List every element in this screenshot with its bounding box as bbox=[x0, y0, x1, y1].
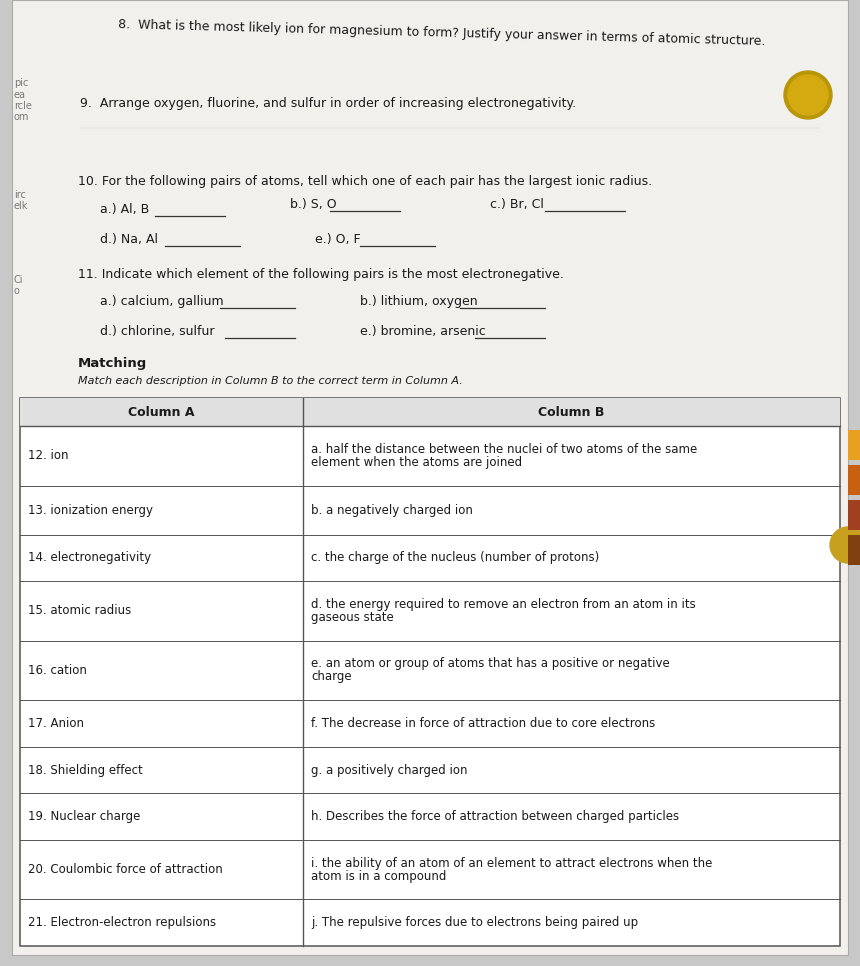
Text: h. Describes the force of attraction between charged particles: h. Describes the force of attraction bet… bbox=[311, 810, 679, 823]
Text: Column B: Column B bbox=[538, 406, 605, 418]
Text: 12. ion: 12. ion bbox=[28, 449, 69, 463]
Bar bbox=[848, 535, 860, 565]
Text: 11. Indicate which element of the following pairs is the most electronegative.: 11. Indicate which element of the follow… bbox=[78, 268, 564, 281]
Text: 9.  Arrange oxygen, fluorine, and sulfur in order of increasing electronegativit: 9. Arrange oxygen, fluorine, and sulfur … bbox=[80, 97, 576, 110]
Text: ea: ea bbox=[14, 90, 26, 100]
Text: b.) lithium, oxygen: b.) lithium, oxygen bbox=[360, 295, 477, 308]
Text: o: o bbox=[14, 286, 20, 296]
Text: elk: elk bbox=[14, 201, 28, 211]
Text: irc: irc bbox=[14, 190, 26, 200]
Circle shape bbox=[830, 527, 860, 563]
Text: Matching: Matching bbox=[78, 357, 147, 370]
Text: 19. Nuclear charge: 19. Nuclear charge bbox=[28, 810, 140, 823]
Text: d.) chlorine, sulfur: d.) chlorine, sulfur bbox=[100, 325, 214, 338]
Text: 18. Shielding effect: 18. Shielding effect bbox=[28, 763, 143, 777]
Text: a.) calcium, gallium: a.) calcium, gallium bbox=[100, 295, 224, 308]
Bar bbox=[20, 398, 303, 426]
Bar bbox=[303, 398, 840, 426]
Text: 14. electronegativity: 14. electronegativity bbox=[28, 552, 151, 564]
Text: c. the charge of the nucleus (number of protons): c. the charge of the nucleus (number of … bbox=[311, 552, 599, 564]
Text: g. a positively charged ion: g. a positively charged ion bbox=[311, 763, 468, 777]
Text: e.) O, F: e.) O, F bbox=[315, 233, 360, 246]
Text: element when the atoms are joined: element when the atoms are joined bbox=[311, 456, 522, 469]
Text: a.) Al, B: a.) Al, B bbox=[100, 203, 150, 216]
Text: 21. Electron-electron repulsions: 21. Electron-electron repulsions bbox=[28, 916, 216, 929]
Text: Ci: Ci bbox=[14, 275, 23, 285]
Bar bbox=[848, 465, 860, 495]
Circle shape bbox=[788, 75, 828, 115]
Circle shape bbox=[784, 71, 832, 119]
Text: j. The repulsive forces due to electrons being paired up: j. The repulsive forces due to electrons… bbox=[311, 916, 638, 929]
Text: d.) Na, Al: d.) Na, Al bbox=[100, 233, 158, 246]
Text: pic: pic bbox=[14, 78, 28, 88]
Bar bbox=[848, 500, 860, 530]
Text: b.) S, O: b.) S, O bbox=[290, 198, 336, 211]
Text: atom is in a compound: atom is in a compound bbox=[311, 869, 446, 883]
Bar bbox=[848, 430, 860, 460]
Text: om: om bbox=[14, 112, 29, 122]
Text: 13. ionization energy: 13. ionization energy bbox=[28, 503, 153, 517]
Bar bbox=[20, 398, 840, 946]
Text: charge: charge bbox=[311, 670, 352, 684]
Text: i. the ability of an atom of an element to attract electrons when the: i. the ability of an atom of an element … bbox=[311, 857, 712, 869]
Text: d. the energy required to remove an electron from an atom in its: d. the energy required to remove an elec… bbox=[311, 598, 696, 611]
Text: 16. cation: 16. cation bbox=[28, 664, 87, 677]
Text: 17. Anion: 17. Anion bbox=[28, 717, 84, 730]
Text: gaseous state: gaseous state bbox=[311, 611, 394, 624]
Text: 10. For the following pairs of atoms, tell which one of each pair has the larges: 10. For the following pairs of atoms, te… bbox=[78, 175, 652, 188]
Text: Match each description in Column B to the correct term in Column A.: Match each description in Column B to th… bbox=[78, 376, 463, 386]
Text: 15. atomic radius: 15. atomic radius bbox=[28, 605, 132, 617]
Text: c.) Br, Cl: c.) Br, Cl bbox=[490, 198, 544, 211]
Text: e. an atom or group of atoms that has a positive or negative: e. an atom or group of atoms that has a … bbox=[311, 658, 670, 670]
Text: f. The decrease in force of attraction due to core electrons: f. The decrease in force of attraction d… bbox=[311, 717, 655, 730]
Text: rcle: rcle bbox=[14, 101, 32, 111]
Text: e.) bromine, arsenic: e.) bromine, arsenic bbox=[360, 325, 486, 338]
Text: Column A: Column A bbox=[128, 406, 194, 418]
Text: 8.  What is the most likely ion for magnesium to form? Justify your answer in te: 8. What is the most likely ion for magne… bbox=[118, 18, 765, 48]
Text: b. a negatively charged ion: b. a negatively charged ion bbox=[311, 503, 473, 517]
Text: a. half the distance between the nuclei of two atoms of the same: a. half the distance between the nuclei … bbox=[311, 442, 697, 456]
Text: 20. Coulombic force of attraction: 20. Coulombic force of attraction bbox=[28, 864, 223, 876]
